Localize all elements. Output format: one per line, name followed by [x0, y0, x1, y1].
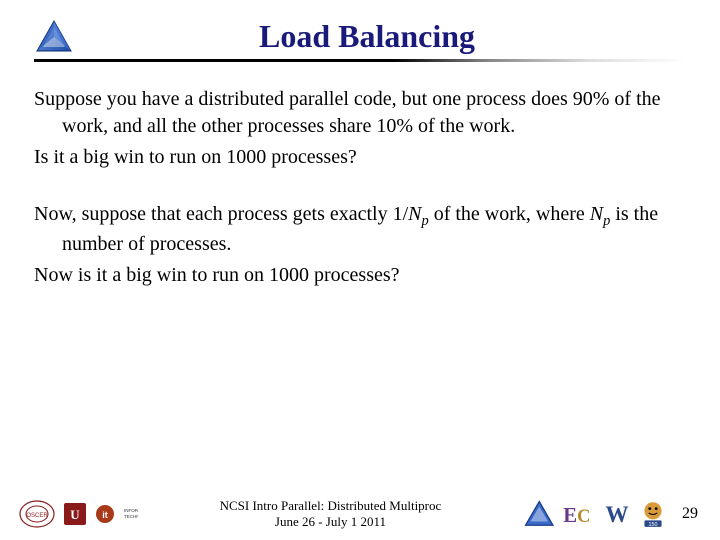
paragraph-1b: Is it a big win to run on 1000 processes…: [34, 144, 686, 171]
sub-p: p: [422, 213, 429, 229]
var-np: N: [408, 203, 421, 225]
triangle-small-icon: [523, 499, 556, 529]
svg-text:C: C: [578, 506, 591, 526]
w-logo-icon: W: [602, 499, 632, 529]
svg-text:OSCER: OSCER: [26, 513, 48, 519]
title-row: Load Balancing: [34, 18, 686, 55]
oscer-logo-icon: OSCER: [18, 499, 56, 529]
var-np2: N: [590, 203, 603, 225]
svg-text:TECHNOLOGY: TECHNOLOGY: [124, 514, 138, 519]
svg-text:W: W: [605, 501, 628, 527]
slide-body: Suppose you have a distributed parallel …: [34, 86, 686, 289]
paragraph-2b: Now is it a big win to run on 1000 proce…: [34, 262, 686, 289]
footer-center: NCSI Intro Parallel: Distributed Multipr…: [148, 498, 513, 531]
svg-text:E: E: [564, 505, 578, 527]
title-underline: [34, 59, 686, 62]
ou-logo-icon: U: [62, 499, 88, 529]
svg-text:U: U: [70, 507, 80, 522]
footer-right-logos: E C W 150 29: [523, 499, 698, 529]
it-logo-icon: it INFORMATION TECHNOLOGY: [94, 499, 138, 529]
text: Now, suppose that each process gets exac…: [34, 203, 408, 225]
footer-text-2: June 26 - July 1 2011: [148, 514, 513, 530]
footer: OSCER U it INFORMATION TECHNOLOGY NCSI I…: [0, 498, 720, 531]
paragraph-1a: Suppose you have a distributed parallel …: [34, 86, 686, 140]
footer-text-1: NCSI Intro Parallel: Distributed Multipr…: [148, 498, 513, 514]
svg-text:it: it: [102, 510, 108, 520]
text: of the work, where: [429, 203, 590, 225]
ec-logo-icon: E C: [561, 499, 596, 529]
footer-left-logos: OSCER U it INFORMATION TECHNOLOGY: [18, 499, 138, 529]
slide-title: Load Balancing: [88, 18, 686, 55]
triangle-logo-icon: [34, 19, 74, 55]
page-number: 29: [682, 505, 698, 523]
tiger-150-logo-icon: 150: [638, 499, 668, 529]
paragraph-2a: Now, suppose that each process gets exac…: [34, 201, 686, 258]
svg-text:INFORMATION: INFORMATION: [124, 508, 138, 513]
svg-text:150: 150: [649, 522, 658, 528]
